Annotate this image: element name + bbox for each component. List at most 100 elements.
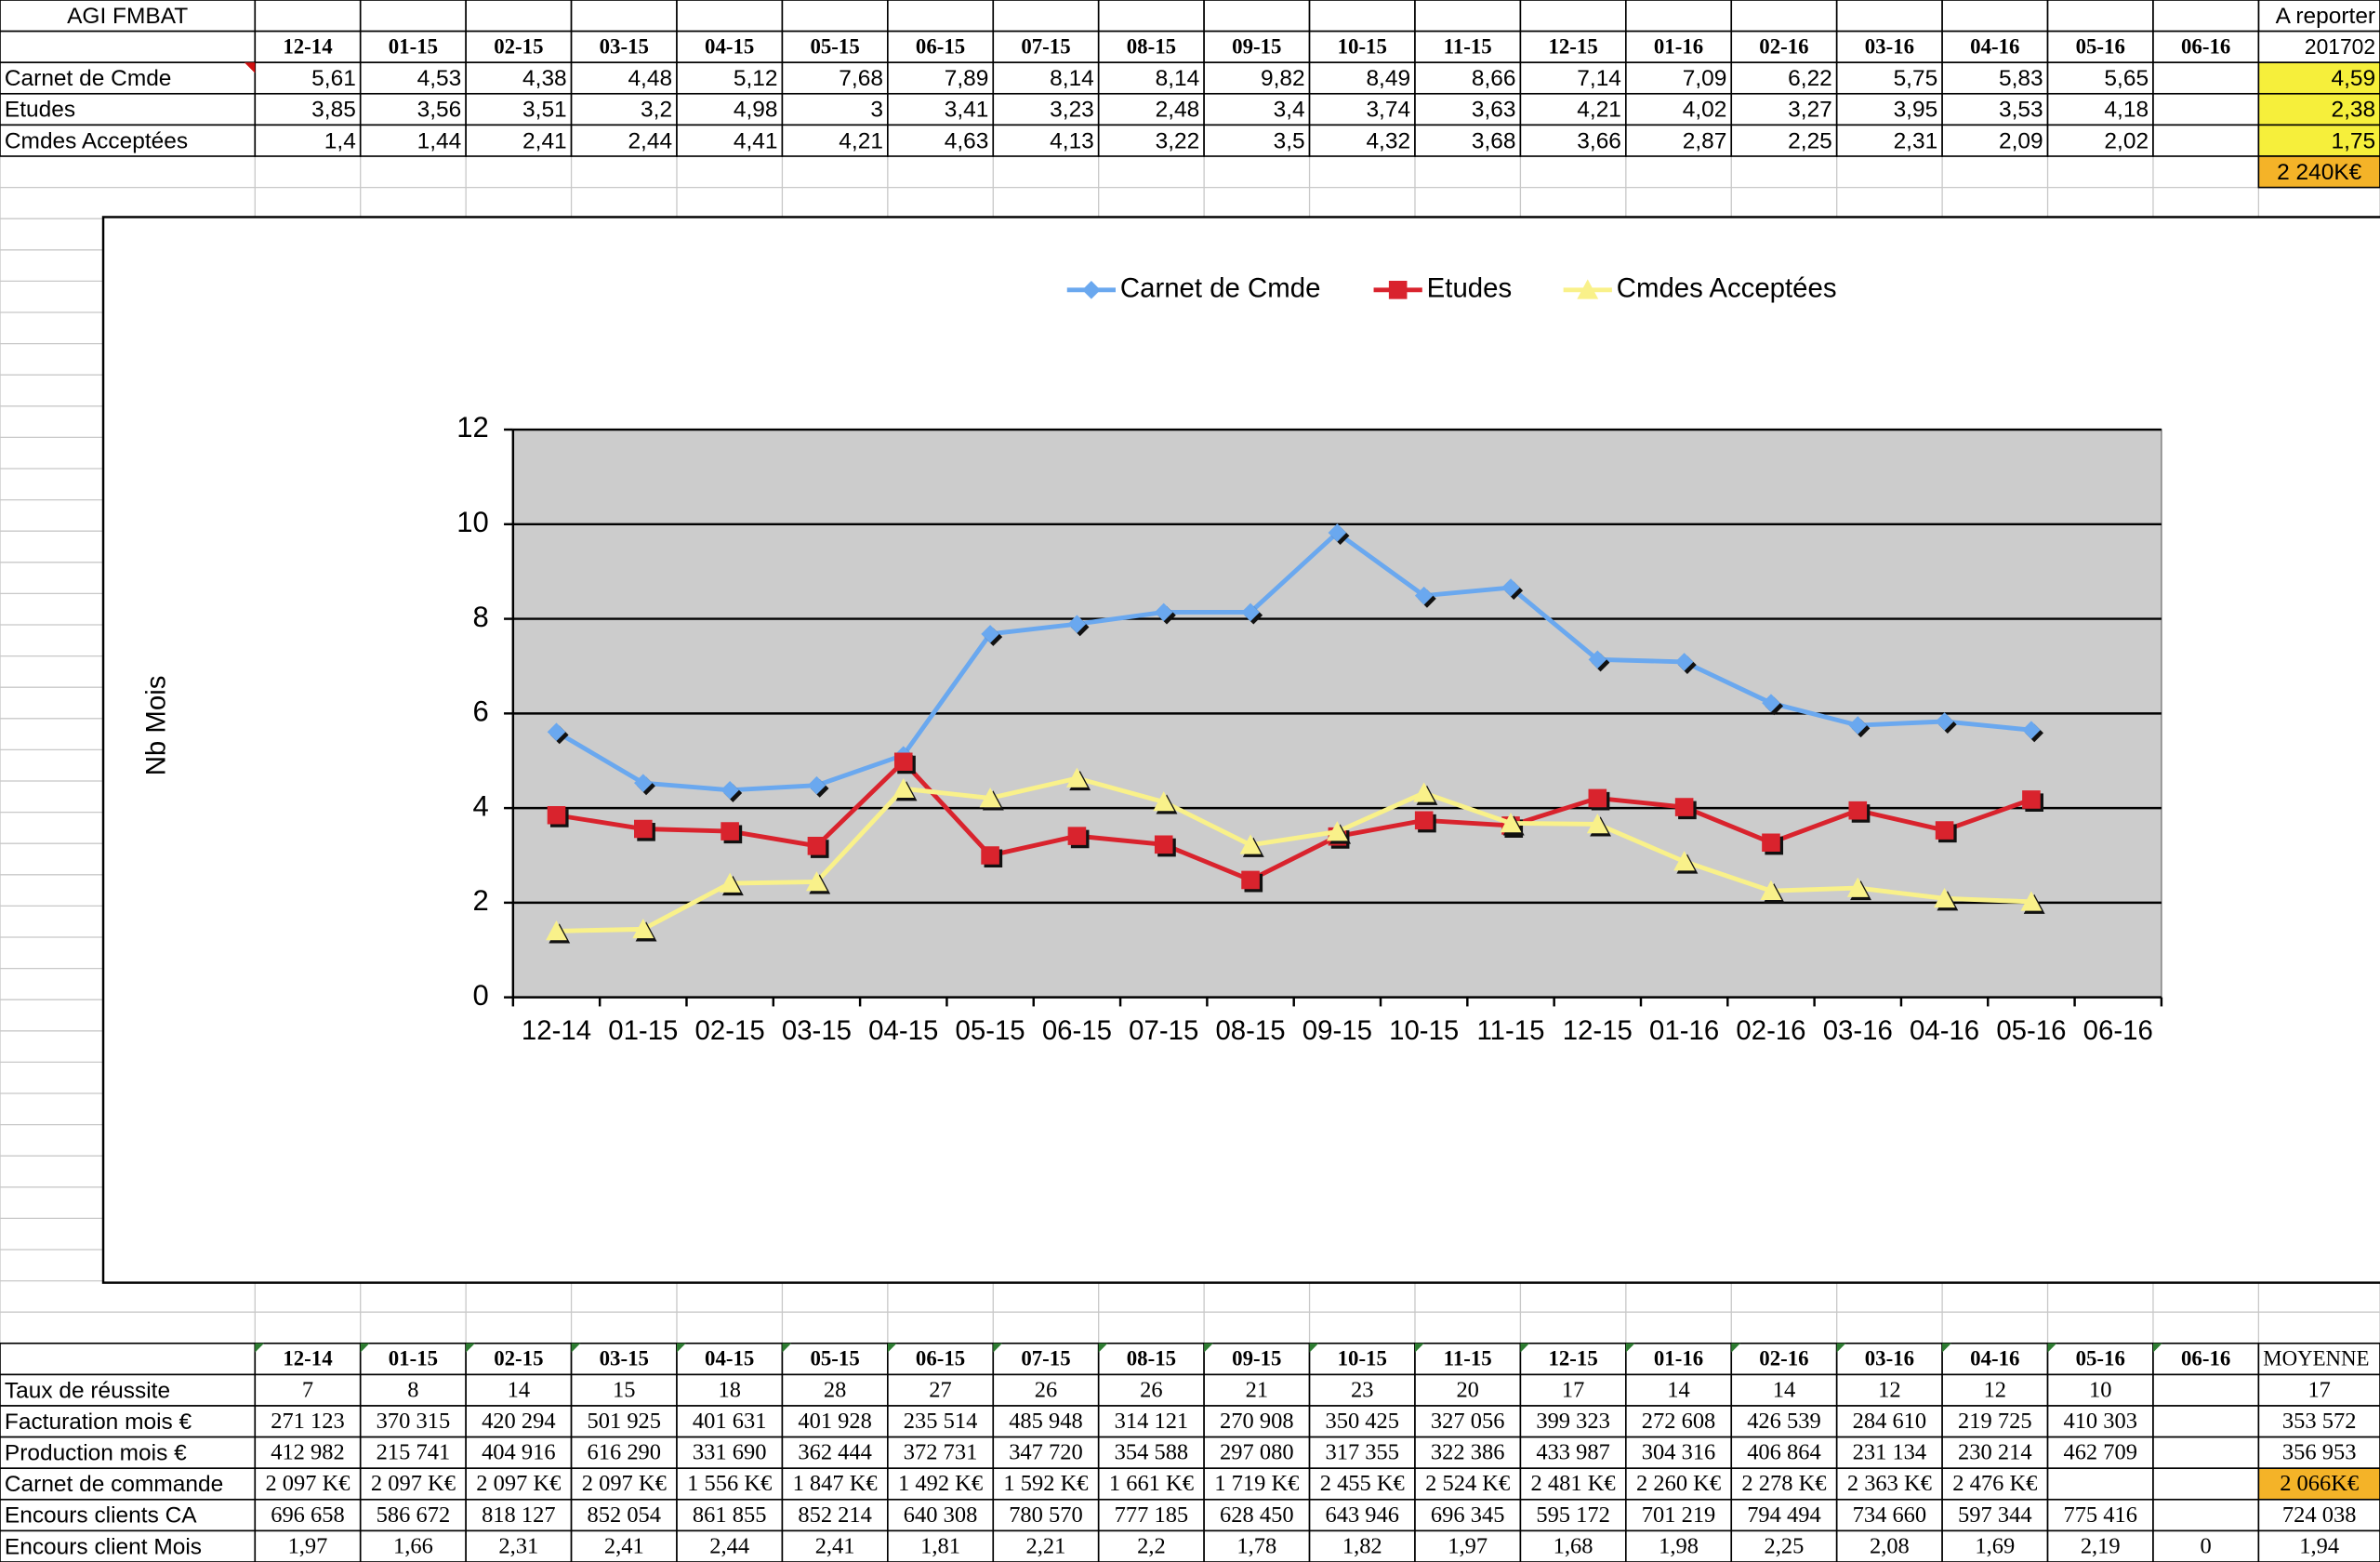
cell-text: 26 [1035, 1377, 1057, 1402]
cell-text: 02-15 [494, 34, 543, 58]
row-label-cell [0, 1373, 257, 1407]
cell-text: 2 066K€ [2280, 1471, 2359, 1496]
cell-text: 01-16 [1654, 1346, 1703, 1370]
cell [1941, 1405, 2049, 1438]
cell-text: 5,12 [734, 66, 778, 91]
legend-marker [1577, 279, 1599, 299]
cell-text: 17 [2307, 1377, 2330, 1402]
cell-text: 215 741 [377, 1440, 451, 1465]
cell [1941, 61, 2049, 95]
cell-text: 1,75 [2331, 128, 2375, 153]
cell [570, 1405, 678, 1438]
cell [1414, 1467, 1522, 1501]
cell-text: 595 172 [1536, 1502, 1610, 1528]
x-tick-label: 11-15 [1477, 1015, 1545, 1046]
cell-text: 5,75 [1894, 66, 1938, 91]
cell [359, 1498, 467, 1532]
cell-text: 852 214 [798, 1502, 872, 1528]
highlight-cell [2257, 92, 2380, 126]
cell-text: 696 658 [271, 1502, 345, 1528]
cell [1308, 1405, 1416, 1438]
cell-text: 1,82 [1342, 1533, 1382, 1558]
cell [1941, 0, 2049, 33]
cell-text: 03-16 [1865, 1346, 1914, 1370]
cell-text: 794 494 [1747, 1502, 1821, 1528]
series-line [555, 529, 2032, 793]
cell [359, 61, 467, 95]
data-point [1326, 821, 1348, 841]
cell [781, 92, 889, 126]
cell [1835, 1467, 1943, 1501]
cell [2152, 1498, 2260, 1532]
cell-text: 2,19 [2081, 1533, 2121, 1558]
cell-text: 05-16 [2076, 1346, 2125, 1370]
cell-text: 11-15 [1444, 34, 1492, 58]
cell-text: 2,41 [604, 1533, 644, 1558]
cell [992, 1373, 1100, 1407]
cell-text: 06-15 [916, 1346, 965, 1370]
cell [1730, 1467, 1838, 1501]
data-point [1760, 880, 1782, 900]
cell [992, 1436, 1100, 1470]
cell-text: 2,41 [522, 128, 567, 153]
cell [2152, 1436, 2260, 1470]
cell-text: 4,13 [1050, 128, 1094, 153]
cell-text: 7,09 [1683, 66, 1727, 91]
cell-text: MOYENNE [2263, 1346, 2369, 1370]
data-point [1154, 835, 1173, 854]
cell-text: 8,14 [1050, 66, 1094, 91]
cell [2152, 1373, 2260, 1407]
cell-text: 12-14 [283, 1346, 332, 1370]
x-tick-label: 01-15 [608, 1015, 678, 1046]
cell [781, 1405, 889, 1438]
highlight-cell [2257, 124, 2380, 157]
cell [2257, 0, 2380, 33]
cell [992, 0, 1100, 33]
data-point [1935, 821, 1954, 840]
cell-text: 2 240K€ [2277, 160, 2362, 185]
cell-text: 4,38 [522, 66, 567, 91]
header-cell [1308, 1342, 1416, 1376]
cell [1203, 1373, 1311, 1407]
cell-text: 314 121 [1115, 1409, 1189, 1434]
data-point [634, 819, 653, 839]
cell [781, 1529, 889, 1562]
cell [1414, 124, 1522, 157]
cell-text: Taux de réussite [5, 1378, 170, 1403]
cell-text: 05-15 [810, 1346, 859, 1370]
cell-text: 696 345 [1431, 1502, 1505, 1528]
cell [1941, 1498, 2049, 1532]
legend-label: Cmdes Acceptées [1617, 273, 1837, 304]
cell-text: 2,2 [1137, 1533, 1166, 1558]
data-point [892, 777, 915, 799]
header-cell [1730, 1342, 1838, 1376]
cell [1625, 0, 1733, 33]
cell-flag [887, 1343, 897, 1353]
x-tick-label: 04-16 [1910, 1015, 1979, 1046]
cell-text: 1,44 [417, 128, 462, 153]
cell-text: 01-16 [1654, 34, 1703, 58]
header-cell [1519, 1342, 1627, 1376]
data-point [1588, 650, 1607, 669]
header-cell [1625, 30, 1733, 64]
data-point [807, 837, 826, 855]
cell-text: 3,53 [1999, 98, 2043, 123]
x-tick-label: 06-16 [2083, 1015, 2153, 1046]
x-tick-label: 04-15 [868, 1015, 938, 1046]
header-cell [254, 1342, 362, 1376]
cell [1730, 1498, 1838, 1532]
cell-text: 7,14 [1577, 66, 1621, 91]
cell-flag [1204, 1343, 1213, 1353]
header-cell [2046, 30, 2154, 64]
data-point [2022, 790, 2041, 809]
cell-flag [1836, 1343, 1846, 1353]
header-cell [1941, 1342, 2049, 1376]
cell-text: 3,23 [1050, 98, 1094, 123]
cell-text: 370 315 [377, 1409, 451, 1434]
cell [2046, 1498, 2154, 1532]
cell-text: 399 323 [1536, 1409, 1610, 1434]
data-point [1414, 811, 1434, 830]
cell-text: 08-15 [1127, 1346, 1176, 1370]
data-point [546, 920, 567, 941]
